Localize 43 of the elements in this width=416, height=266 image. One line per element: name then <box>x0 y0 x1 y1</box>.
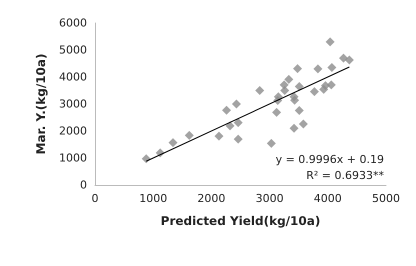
y-tick-label: 6000 <box>59 16 87 30</box>
point <box>168 138 178 148</box>
point <box>214 132 224 141</box>
y-axis-title: Mar. Y.(kg/10a) <box>34 54 48 154</box>
point <box>298 119 308 128</box>
x-tick-label: 1000 <box>139 192 168 205</box>
x-tick-label: 2000 <box>197 192 226 205</box>
point <box>290 124 299 133</box>
y-tick-label: 2000 <box>59 124 87 138</box>
point <box>222 106 232 115</box>
point <box>290 96 300 105</box>
point <box>266 138 276 148</box>
point <box>234 118 243 128</box>
x-tick-label: 4000 <box>314 192 342 205</box>
point <box>234 134 243 144</box>
y-tick-label: 3000 <box>59 98 87 110</box>
x-axis-title: Predicted Yield(kg/10a) <box>160 214 320 228</box>
y-tick-label: 5000 <box>59 44 87 56</box>
y-tick-label: 0 <box>80 178 87 192</box>
point <box>272 108 282 117</box>
y-tick-label: 1000 <box>59 152 87 164</box>
y-tick-label: 4000 <box>59 70 87 84</box>
x-tick-label: 3000 <box>256 192 284 205</box>
point <box>326 37 335 46</box>
point <box>294 82 304 91</box>
point <box>294 106 304 115</box>
annotation: y = 0.9996x + 0.19 <box>276 153 384 166</box>
point <box>255 86 264 95</box>
x-tick-label: 0 <box>92 192 98 205</box>
point <box>293 64 302 74</box>
point <box>280 86 290 95</box>
point <box>313 64 322 74</box>
x-tick-label: 5000 <box>372 192 400 205</box>
annotation: R² = 0.6933** <box>306 169 384 182</box>
point <box>226 121 235 130</box>
point <box>232 100 241 108</box>
point <box>339 54 348 63</box>
point <box>344 55 354 64</box>
point <box>320 81 330 90</box>
point <box>327 63 336 72</box>
point <box>310 87 319 96</box>
point <box>284 74 294 84</box>
point <box>184 130 194 140</box>
